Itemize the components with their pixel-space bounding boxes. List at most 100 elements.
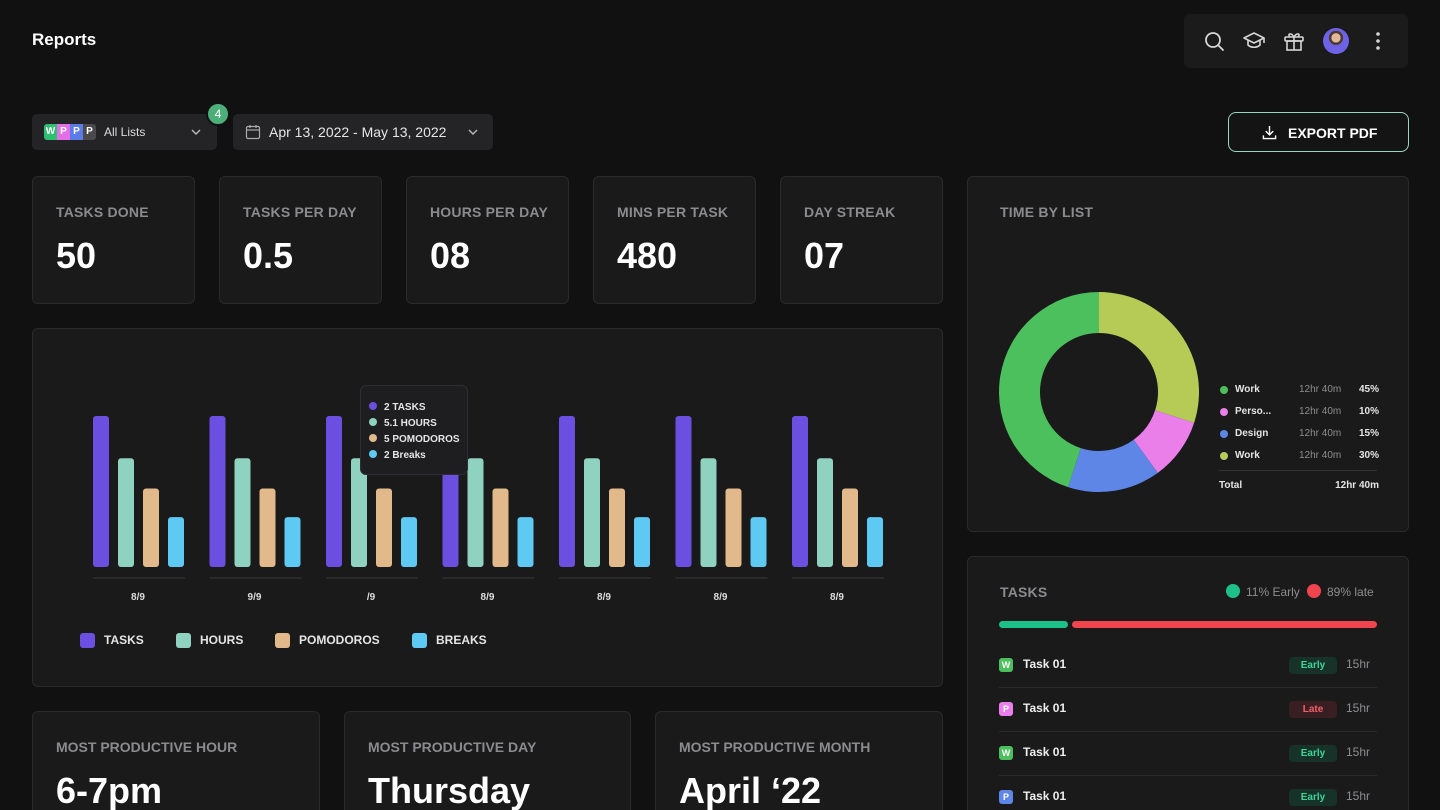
task-time: 15hr (1346, 701, 1371, 715)
bar-pomodoros[interactable] (376, 488, 392, 567)
stat-value: 50 (56, 235, 97, 276)
list-name: Perso... (1235, 406, 1272, 417)
stat-card-mins-per-task: MINS PER TASK 480 (593, 176, 756, 304)
list-name: Work (1235, 450, 1260, 461)
productive-label: MOST PRODUCTIVE HOUR (56, 739, 238, 755)
task-row[interactable]: P Task 01 Late 15hr (999, 688, 1377, 732)
task-name: Task 01 (1023, 701, 1067, 715)
legend-label: POMODOROS (299, 633, 380, 647)
more-vertical-icon[interactable] (1366, 29, 1390, 53)
avatar[interactable] (1323, 28, 1349, 54)
tooltip-line: 2 TASKS (369, 402, 426, 413)
task-name: Task 01 (1023, 745, 1067, 759)
time-legend-row: Perso... 12hr 40m 10% (1219, 405, 1379, 419)
bar-pomodoros[interactable] (143, 488, 159, 567)
bar-hours[interactable] (351, 458, 367, 567)
search-icon[interactable] (1202, 29, 1226, 53)
list-chip: P (70, 124, 83, 140)
page-title: Reports (32, 30, 97, 49)
list-pct: 45% (1358, 384, 1379, 395)
bar-pomodoros[interactable] (492, 488, 509, 567)
bar-hours[interactable] (817, 458, 833, 567)
bar-tasks[interactable] (675, 416, 692, 567)
task-row[interactable]: P Task 01 Early 15hr (999, 776, 1377, 810)
bar-pomodoros[interactable] (259, 488, 276, 567)
bar-breaks[interactable] (168, 517, 184, 567)
export-pdf-label: EXPORT PDF (1288, 125, 1378, 141)
late-progress-bar (1072, 621, 1377, 628)
donut-slice-work[interactable] (1099, 292, 1199, 423)
bar-hours[interactable] (584, 458, 600, 567)
x-axis-label: 8/9 (713, 592, 728, 603)
list-time: 12hr 40m (1299, 428, 1342, 439)
time-legend-row: Work 12hr 40m 30% (1219, 449, 1379, 463)
bar-tasks[interactable] (209, 416, 226, 567)
list-chip: P (57, 124, 70, 140)
bar-hours[interactable] (700, 458, 717, 567)
task-time: 15hr (1346, 789, 1371, 803)
download-icon (1262, 125, 1277, 140)
x-axis-label: /9 (366, 592, 376, 603)
tooltip-dot (369, 418, 377, 426)
list-pct: 30% (1358, 450, 1379, 461)
task-row[interactable]: W Task 01 Early 15hr (999, 644, 1377, 688)
total-label: Total (1219, 480, 1243, 491)
bar-breaks[interactable] (517, 517, 534, 567)
bar-pomodoros[interactable] (842, 488, 858, 567)
bar-tasks[interactable] (326, 416, 342, 567)
productive-value: Thursday (368, 770, 531, 810)
stat-card-tasks-done: TASKS DONE 50 (32, 176, 195, 304)
bar-hours[interactable] (234, 458, 251, 567)
stat-card-hours-per-day: HOURS PER DAY 08 (406, 176, 569, 304)
task-row[interactable]: W Task 01 Early 15hr (999, 732, 1377, 776)
x-axis-label: 8/9 (131, 592, 145, 603)
bar-tasks[interactable] (93, 416, 109, 567)
stat-label: HOURS PER DAY (430, 204, 548, 220)
legend-swatch (412, 633, 427, 648)
bar-breaks[interactable] (634, 517, 650, 567)
bar-pomodoros[interactable] (725, 488, 742, 567)
export-pdf-button[interactable]: EXPORT PDF (1228, 112, 1409, 152)
chart-tooltip: 2 TASKS 5.1 HOURS 5 POMODOROS 2 Breaks (360, 385, 468, 475)
bar-breaks[interactable] (867, 517, 883, 567)
gift-icon[interactable] (1282, 29, 1306, 53)
bar-breaks[interactable] (750, 517, 767, 567)
legend-label: BREAKS (436, 633, 487, 647)
stat-label: TASKS DONE (56, 204, 149, 220)
time-by-list-donut (999, 292, 1199, 492)
bar-tasks[interactable] (559, 416, 575, 567)
stat-value: 0.5 (243, 235, 294, 276)
early-progress-bar (999, 621, 1068, 628)
time-by-list-card: TIME BY LIST (967, 176, 1409, 532)
time-legend-row: Work 12hr 40m 45% (1219, 383, 1379, 397)
task-status-badge: Early (1289, 657, 1337, 674)
bar-breaks[interactable] (401, 517, 417, 567)
date-range-picker[interactable]: Apr 13, 2022 - May 13, 2022 (233, 114, 493, 150)
list-time: 12hr 40m (1299, 384, 1342, 395)
bar-pomodoros[interactable] (609, 488, 625, 567)
legend-label: HOURS (200, 633, 244, 647)
stat-label: DAY STREAK (804, 204, 896, 220)
donut-slice-perso[interactable] (1133, 410, 1195, 473)
graduation-cap-icon[interactable] (1242, 29, 1266, 53)
calendar-icon (245, 125, 261, 140)
activity-bar-chart-card: TASKS HOURS POMODOROS BREAKS (32, 328, 943, 687)
donut-slice-design[interactable] (1068, 439, 1158, 492)
list-letter-icon: P (999, 702, 1013, 716)
task-name: Task 01 (1023, 789, 1067, 803)
tooltip-text: 5.1 HOURS (384, 418, 437, 429)
late-percent: 89% late (1327, 585, 1374, 599)
late-dot (1307, 584, 1321, 598)
legend-swatch (80, 633, 95, 648)
legend-dot (1220, 430, 1228, 438)
bar-hours[interactable] (467, 458, 484, 567)
most-productive-hour-card: MOST PRODUCTIVE HOUR 6-7pm (32, 711, 320, 810)
donut-slice-work[interactable] (999, 292, 1099, 488)
bar-breaks[interactable] (284, 517, 301, 567)
stat-card-day-streak: DAY STREAK 07 (780, 176, 943, 304)
x-axis-label: 9/9 (247, 592, 262, 603)
bar-hours[interactable] (118, 458, 134, 567)
bar-tasks[interactable] (792, 416, 808, 567)
activity-bar-chart (93, 416, 884, 579)
